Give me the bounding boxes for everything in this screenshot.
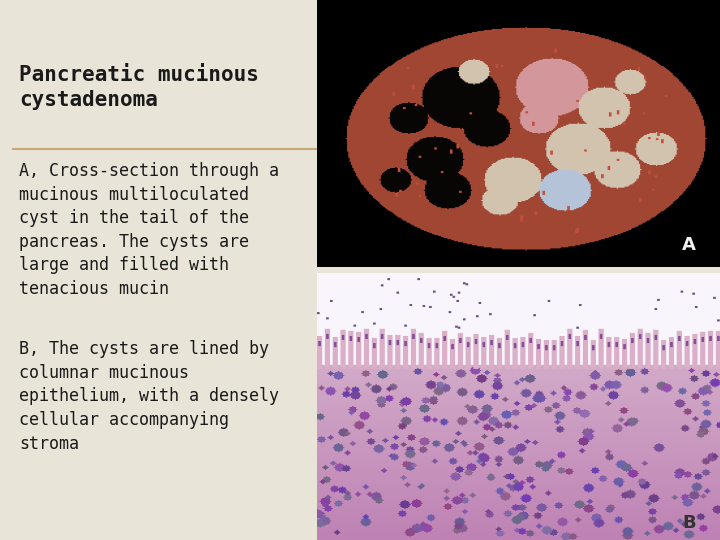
Text: B: B [682,514,696,532]
Text: Pancreatic mucinous
cystadenoma: Pancreatic mucinous cystadenoma [19,65,259,110]
Text: A: A [682,236,696,254]
Text: A, Cross-section through a
mucinous multiloculated
cyst in the tail of the
pancr: A, Cross-section through a mucinous mult… [19,162,279,298]
Text: B, The cysts are lined by
columnar mucinous
epithelium, with a densely
cellular : B, The cysts are lined by columnar mucin… [19,340,279,453]
